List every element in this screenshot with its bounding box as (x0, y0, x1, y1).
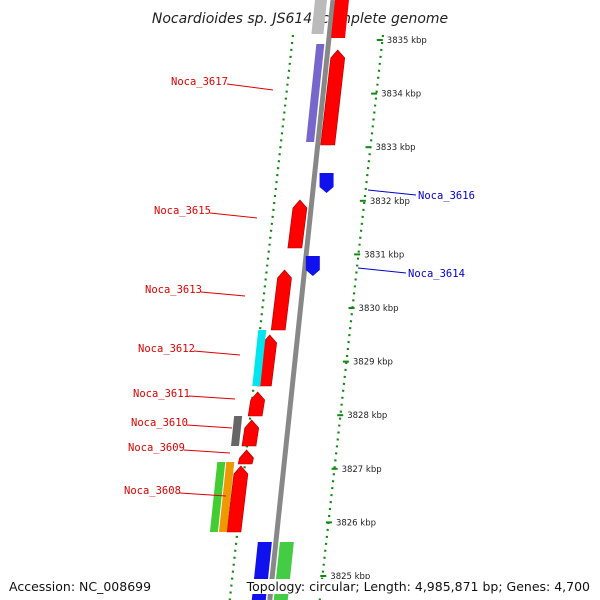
gene-label-leader (209, 212, 258, 219)
gene-label: Noca_3616 (418, 190, 475, 202)
kbp-tick-label: 3829 kbp (353, 358, 393, 368)
gene-label: Noca_3608 (124, 485, 181, 497)
gene-label: Noca_3612 (138, 343, 195, 355)
forward-gene-arrow (287, 199, 308, 249)
forward-gene-arrow (241, 419, 260, 447)
genome-backbone (267, 0, 336, 600)
kbp-tick-label: 3832 kbp (370, 197, 410, 207)
kbp-tick-label: 3830 kbp (359, 304, 399, 314)
kbp-tick-label: 3835 kbp (387, 36, 427, 46)
forward-gene-arrow (320, 49, 346, 146)
kbp-tick-label: 3825 kbp (330, 572, 370, 582)
cog-category-bar (209, 462, 226, 532)
reverse-gene-arrow (305, 256, 320, 276)
kbp-tick-label: 3833 kbp (375, 143, 415, 153)
kbp-tick-label: 3834 kbp (381, 90, 421, 100)
cog-category-bar (218, 462, 235, 532)
forward-gene-arrow (226, 465, 249, 533)
cog-category-bar (252, 330, 267, 386)
gene-label: Noca_3610 (131, 417, 188, 429)
kbp-tick-label: 3827 kbp (342, 465, 382, 475)
cog-category-bar (306, 44, 325, 142)
gene-label-leader (357, 267, 407, 274)
forward-gene-arrow (270, 269, 292, 331)
kbp-tick-label: 3826 kbp (336, 518, 376, 528)
forward-gene-arrow (237, 449, 254, 465)
gene-label-leader (183, 449, 231, 454)
kbp-tick-label: 3831 kbp (364, 250, 404, 260)
cog-category-bar (311, 0, 327, 34)
gene-label: Noca_3615 (154, 205, 211, 217)
gene-label-leader (188, 395, 236, 400)
accession-text: Accession: NC_008699 (9, 579, 152, 594)
cog-category-bar (230, 416, 243, 446)
gene-label: Noca_3613 (145, 284, 202, 296)
forward-gene-arrow (247, 391, 266, 417)
gene-label: Noca_3611 (133, 388, 190, 400)
gene-label-leader (193, 350, 241, 356)
gene-label-leader (200, 291, 246, 297)
map-title: Nocardioides sp. JS614, complete genome (152, 11, 448, 27)
gene-label-leader (186, 424, 233, 429)
topology-text: Topology: circular; Length: 4,985,871 bp… (246, 579, 590, 594)
kbp-tick-label: 3828 kbp (347, 411, 387, 421)
reverse-gene-arrow (319, 173, 334, 193)
forward-gene-arrow (330, 0, 349, 38)
gene-label-leader (226, 83, 274, 91)
map-layer: 3835 kbp 3834 kbp 3833 kbp 3832 kbp 3831 kbp… (124, 0, 475, 600)
gene-label: Noca_3614 (408, 268, 465, 280)
gene-label: Noca_3609 (128, 442, 185, 454)
gene-label-leader (179, 492, 227, 497)
gene-label-leader (367, 189, 417, 196)
gene-label: Noca_3617 (171, 76, 228, 88)
